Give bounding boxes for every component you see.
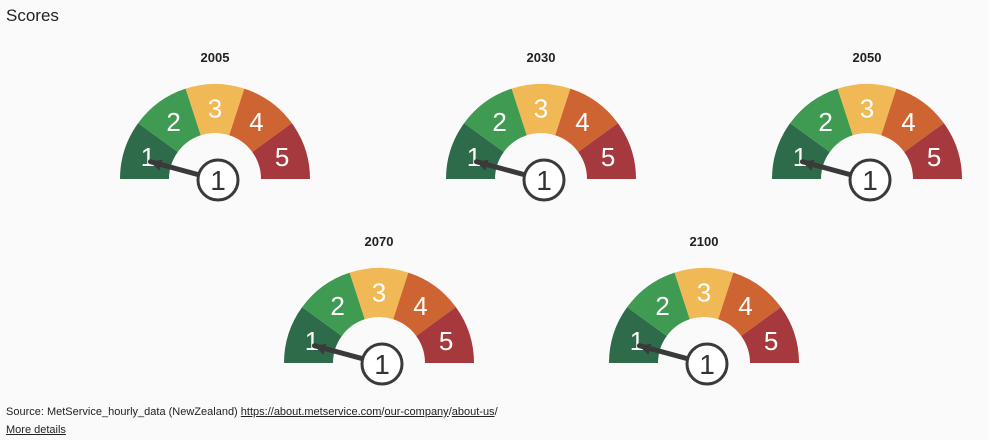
gauge-needle-tip (639, 343, 652, 355)
gauge-needle-tip (476, 159, 489, 171)
gauge-band-label: 4 (901, 107, 915, 137)
gauge-band-label: 5 (927, 142, 941, 172)
gauge-title: 2070 (364, 234, 394, 249)
gauge-value: 1 (699, 349, 715, 380)
gauge-needle-tip (150, 159, 163, 171)
gauge-band-4 (555, 88, 618, 152)
gauge-band-label: 1 (305, 326, 319, 356)
more-details-link[interactable]: More details (6, 424, 66, 436)
page-title: Scores (6, 6, 59, 25)
gauge-band-label: 5 (764, 326, 778, 356)
gauge-band-label: 5 (439, 326, 453, 356)
source-link-our-company[interactable]: our-company (384, 406, 449, 418)
gauge-band-label: 2 (655, 291, 669, 321)
gauge-needle-tip (314, 343, 327, 355)
gauge-title: 2050 (852, 50, 882, 65)
gauge-band-label: 1 (141, 142, 155, 172)
footer: Source: MetService_hourly_data (NewZeala… (6, 403, 498, 439)
gauge-band-3 (511, 84, 571, 136)
gauge-band-label: 5 (275, 142, 289, 172)
gauge-band-4 (881, 88, 944, 152)
gauge-band-label: 4 (738, 291, 752, 321)
source-line: Source: MetService_hourly_data (NewZeala… (6, 403, 498, 421)
gauge-band-label: 2 (818, 107, 832, 137)
link-separator: / (448, 406, 452, 418)
gauge-band-label: 4 (249, 107, 263, 137)
gauge-band-3 (837, 84, 897, 136)
gauge-band-4 (718, 272, 781, 336)
gauge-band-label: 2 (492, 107, 506, 137)
gauge-band-label: 1 (630, 326, 644, 356)
gauge-title: 2030 (526, 50, 556, 65)
gauge-band-5 (578, 123, 636, 179)
gauge-band-label: 5 (601, 142, 615, 172)
gauge-hub (522, 158, 566, 202)
gauge-band-3 (674, 268, 734, 320)
gauge-band-5 (416, 307, 474, 363)
source-text: Source: MetService_hourly_data (NewZeala… (6, 406, 238, 418)
gauge-value: 1 (374, 349, 390, 380)
gauge-value: 1 (210, 165, 226, 196)
gauge-band-3 (185, 84, 245, 136)
gauge-chart: 12 3 45 1 (284, 268, 474, 386)
gauge-band-2 (138, 88, 201, 152)
gauge-band-3 (349, 268, 409, 320)
gauge-band-label: 4 (413, 291, 427, 321)
gauge-band-2 (302, 272, 365, 336)
source-link-about-us[interactable]: about-us (451, 406, 495, 418)
gauge-hub (685, 342, 729, 386)
gauge-chart: 12 3 45 1 (120, 84, 310, 202)
gauge-band-label: 4 (575, 107, 589, 137)
gauge-chart: 12 3 45 1 (772, 84, 962, 202)
gauge-band-2 (464, 88, 527, 152)
gauge-band-label: 1 (467, 142, 481, 172)
gauge-band-label: 3 (697, 278, 711, 308)
gauge-band-5 (252, 123, 310, 179)
gauge-chart: 12 3 45 1 (609, 268, 799, 386)
gauge-chart: 12 3 45 1 (446, 84, 636, 202)
link-separator: / (494, 406, 498, 418)
gauge-band-2 (790, 88, 853, 152)
gauge-band-label: 3 (372, 278, 386, 308)
gauge-band-label: 3 (208, 94, 222, 124)
link-separator: / (381, 406, 385, 418)
gauge-hub (848, 158, 892, 202)
gauge-needle-tip (802, 159, 815, 171)
gauge-band-label: 2 (330, 291, 344, 321)
gauge-band-label: 2 (166, 107, 180, 137)
gauge-value: 1 (862, 165, 878, 196)
gauge-band-5 (741, 307, 799, 363)
gauge-title: 2100 (689, 234, 719, 249)
gauge-hub (360, 342, 404, 386)
gauge-band-5 (904, 123, 962, 179)
gauge-band-label: 3 (860, 94, 874, 124)
gauge-band-4 (393, 272, 456, 336)
gauge-band-4 (229, 88, 292, 152)
gauge-band-2 (627, 272, 690, 336)
gauge-hub (196, 158, 240, 202)
gauge-value: 1 (536, 165, 552, 196)
gauge-title: 2005 (200, 50, 230, 65)
gauge-band-label: 1 (793, 142, 807, 172)
gauge-band-label: 3 (534, 94, 548, 124)
source-link-domain[interactable]: https://about.metservice.com (240, 406, 382, 418)
